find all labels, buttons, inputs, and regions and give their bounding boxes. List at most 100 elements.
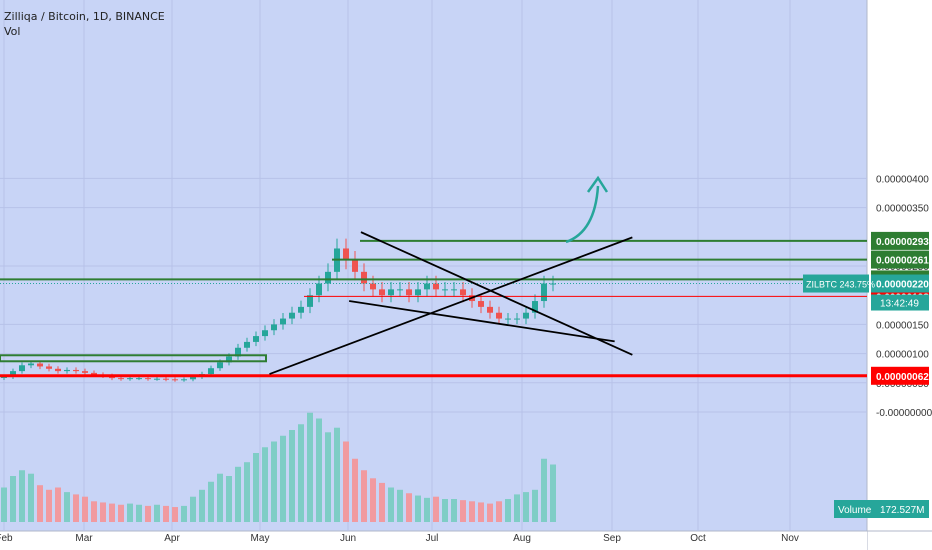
volume-bar — [523, 492, 529, 522]
volume-bar — [289, 430, 295, 522]
countdown-tag-bg — [871, 294, 929, 311]
candle-body — [91, 372, 97, 375]
volume-bar — [109, 503, 115, 522]
volume-bar — [334, 427, 340, 522]
candle-body — [307, 295, 313, 307]
level-price-tag: 0.00000261 — [876, 256, 929, 267]
volume-bar — [118, 504, 124, 522]
symbol-tag-label: ZILBTC 243.75% — [806, 280, 875, 290]
volume-bar — [424, 497, 430, 522]
volume-bar — [352, 458, 358, 522]
time-tick-label: Oct — [690, 533, 706, 544]
price-tick-label: 0.00000350 — [876, 204, 929, 215]
volume-tag-bg — [834, 500, 929, 518]
volume-bar — [379, 482, 385, 522]
forecast-arrow — [565, 185, 600, 244]
volume-bar — [505, 499, 511, 522]
volume-bar — [388, 487, 394, 522]
level-price-tag: 0.00000062 — [876, 372, 929, 383]
candle-body — [361, 271, 367, 284]
candle-body — [253, 336, 259, 342]
base-range-zone — [0, 354, 267, 363]
trendline — [349, 300, 615, 343]
volume-bar — [541, 458, 547, 522]
time-axis — [0, 531, 867, 550]
candle-body — [406, 289, 412, 296]
trendline — [269, 236, 633, 375]
candle-body — [190, 376, 196, 380]
volume-bar — [280, 435, 286, 522]
candle-body — [208, 368, 214, 375]
volume-bar — [262, 447, 268, 522]
volume-bar — [28, 473, 34, 522]
volume-bar — [343, 441, 349, 522]
candle-body — [424, 283, 430, 290]
candle-body — [496, 312, 502, 319]
candle-body — [262, 330, 268, 337]
volume-bar — [208, 481, 214, 522]
volume-bar — [199, 489, 205, 522]
candle-body — [64, 369, 70, 372]
level-price-tag-bg — [871, 366, 929, 385]
candle-body — [172, 379, 178, 381]
candle-body — [217, 362, 223, 369]
candle-body — [55, 368, 61, 372]
volume-bar — [19, 470, 25, 522]
candle-body — [298, 306, 304, 313]
candle-body — [523, 312, 529, 319]
candle-body — [514, 318, 520, 320]
candle-body — [37, 363, 43, 367]
volume-bar — [460, 500, 466, 522]
volume-bar — [55, 487, 61, 522]
candle-body — [541, 283, 547, 302]
time-tick-label: Sep — [603, 533, 621, 544]
candle-body — [505, 318, 511, 320]
candle-body — [82, 371, 88, 373]
candle-body — [19, 365, 25, 372]
volume-tag-name: Volume — [838, 505, 872, 516]
volume-tag-value: 172.527M — [880, 505, 924, 516]
volume-bar — [307, 412, 313, 522]
volume-bar — [397, 489, 403, 522]
candle-body — [163, 378, 169, 380]
volume-bar — [415, 495, 421, 522]
candle-body — [415, 289, 421, 296]
candle-body — [316, 283, 322, 296]
volume-bar — [181, 505, 187, 522]
time-tick-label: Jul — [426, 533, 439, 544]
time-tick-label: Apr — [164, 533, 180, 544]
volume-bar — [235, 466, 241, 522]
volume-bar — [190, 496, 196, 522]
volume-bar — [532, 489, 538, 522]
volume-bar — [451, 499, 457, 522]
symbol-tag-bg — [803, 274, 869, 293]
candle-body — [343, 248, 349, 261]
candle-body — [235, 347, 241, 357]
last-price-tag: 0.00000220 — [876, 280, 929, 291]
candle-body — [550, 283, 556, 285]
candle-body — [226, 356, 232, 363]
volume-bar — [244, 462, 250, 522]
candle-body — [73, 369, 79, 372]
volume-bar — [64, 492, 70, 522]
candle-body — [1, 376, 7, 379]
candle-body — [487, 306, 493, 313]
candle-body — [28, 363, 34, 366]
volume-bar — [226, 476, 232, 522]
volume-bar — [91, 501, 97, 522]
price-tick-label: 0.00000400 — [876, 174, 929, 185]
price-tick-label: 0.00000150 — [876, 320, 929, 331]
countdown-tag: 13:42:49 — [880, 299, 919, 310]
candle-body — [370, 283, 376, 290]
candle-body — [280, 318, 286, 325]
volume-bar — [100, 502, 106, 522]
volume-bar — [172, 507, 178, 522]
volume-bar — [370, 478, 376, 522]
candle-body — [271, 324, 277, 331]
candle-body — [478, 301, 484, 307]
candle-body — [397, 289, 403, 291]
volume-bar — [361, 470, 367, 522]
candle-body — [10, 371, 16, 377]
volume-bar — [145, 505, 151, 522]
